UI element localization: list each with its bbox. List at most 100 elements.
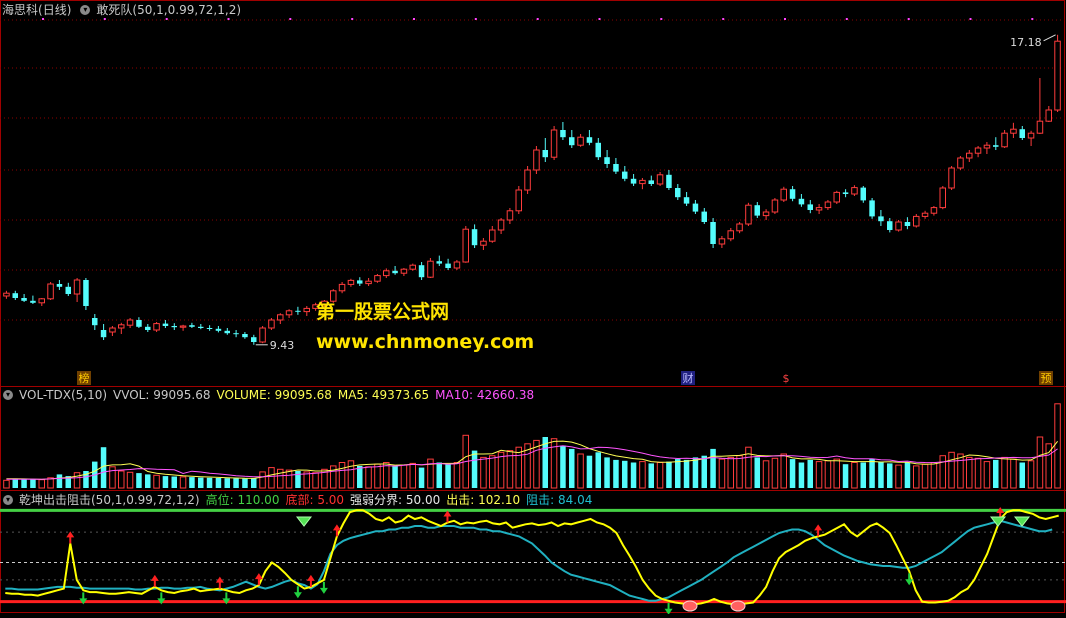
volume-bar [895,464,902,489]
volume-bar [966,456,973,489]
candle-body [807,204,813,210]
candle-body [833,191,840,203]
candle-body [957,157,964,169]
main-header: 海思科(日线) ▾ 敢死队(50,1,0.99,72,1,2) [2,1,247,19]
indicator-name[interactable]: 敢死队 [96,3,133,17]
volume-bar [727,456,734,489]
ma5-value: MA5: 49373.65 [337,388,430,402]
candle-body [966,152,973,159]
buy-arrow [332,524,341,537]
volume-bar [577,453,584,489]
block-value: 阻击: 84.04 [526,493,593,507]
sell-arrow [319,581,328,594]
volume-bar [338,462,346,489]
volume-bar [622,460,628,488]
out-value: 出击: 102.10 [446,493,521,507]
candle-body [321,300,328,306]
volume-bar [56,474,63,488]
watermark-title: 第一股票公式网 [316,301,450,323]
volume-bar [383,462,390,489]
volume-bar [374,463,381,489]
volume-bar [21,479,27,488]
volume-bar [445,464,451,488]
volume-bar [586,455,593,488]
candle-body [409,264,416,270]
volume-bar [921,463,929,489]
volume-bar [303,471,310,489]
ma5-line [6,440,1058,480]
volume-bar [683,459,690,488]
volume-bar [400,464,408,489]
volume-bar [162,476,169,488]
candle-body [824,201,832,209]
candle-body [692,203,699,212]
signal-dot [42,18,44,20]
volume-bar [392,465,398,488]
candle-body [277,314,284,321]
candle-body [648,180,654,184]
candle-body [780,188,787,201]
candle-body [445,263,451,268]
sell-arrow [157,592,166,605]
volume-bar [126,471,134,489]
volume-bar [771,457,779,489]
candle-body [136,320,142,327]
volume-bar [930,462,938,489]
candle-body [56,284,63,287]
volume-bar [762,460,770,489]
sell-arrow [79,592,88,605]
signal-dot [845,18,848,20]
volume-bar [533,439,540,489]
volume-bar [656,462,664,489]
volume-bar [666,461,672,488]
ind-name[interactable]: 乾坤出击阻击(50,1,0.99,72,1,2) [19,493,200,507]
candle-body [1010,128,1017,134]
buy-arrow [306,574,315,587]
buy-arrow [66,531,75,544]
volume-bar [418,467,425,488]
volume-bar [365,466,372,489]
volume-bar [1001,456,1008,489]
volume-bar [251,478,257,488]
high-price-pointer [1043,34,1056,42]
volume-bar [710,448,716,488]
candle-body [347,279,355,285]
indicator-dropdown-icon[interactable]: ▾ [80,4,91,15]
vol-dropdown-icon[interactable]: ▾ [3,389,13,400]
candle-body [365,280,372,285]
candle-body [38,298,45,304]
volume-bar [1019,462,1025,488]
candle-body [639,179,646,185]
vol-name[interactable]: VOL-TDX(5,10) [19,388,108,402]
stock-name: 海思科 [2,3,39,17]
candle-body [1001,132,1008,148]
candle-body [295,310,301,312]
volume-bar [109,466,116,489]
signal-dot [536,18,539,20]
volume-bar [692,457,699,488]
volume-bar [153,474,160,489]
candle-body [939,187,946,209]
candle-body [471,229,478,246]
candle-body [30,300,36,303]
volume-bar [12,478,18,488]
candle-body [586,137,593,143]
candle-body [312,304,319,309]
candle-body [462,228,469,263]
signal-dot [722,18,725,20]
volume-bar [630,462,637,488]
buy-arrow [215,576,224,589]
candle-body [948,167,955,189]
buy-arrow [443,510,452,523]
candle-body [12,293,18,298]
volume-header: ▾ VOL-TDX(5,10) VVOL: 99095.68 VOLUME: 9909… [0,386,540,404]
candle-body [789,189,796,199]
candle-body [427,260,434,278]
candle-body [745,204,752,225]
volume-bar [913,465,920,489]
volume-bar [780,453,787,489]
volume-bar [833,458,840,489]
ind-dropdown-icon[interactable]: ▾ [3,494,13,505]
volume-bar [453,462,461,489]
